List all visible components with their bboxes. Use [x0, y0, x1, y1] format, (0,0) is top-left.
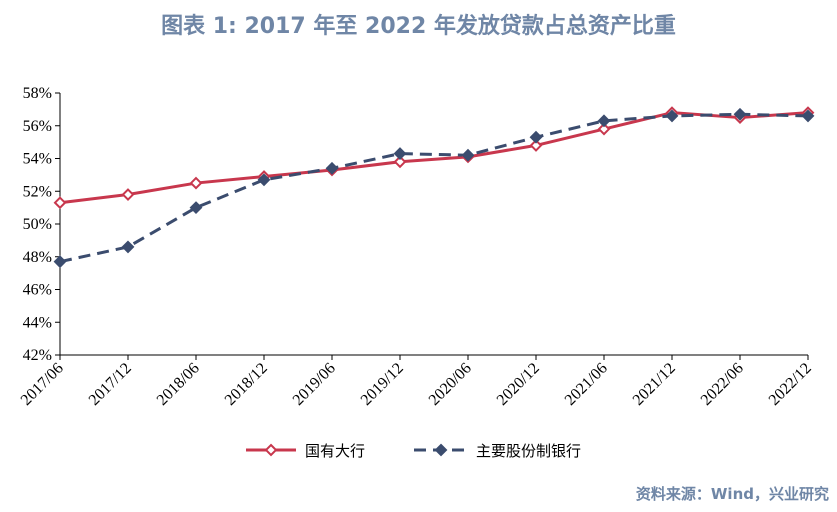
y-tick-label: 48% [23, 249, 52, 266]
data-point-marker [53, 255, 67, 269]
x-tick-label: 2020/12 [494, 360, 543, 409]
x-tick-label: 2020/06 [426, 360, 475, 409]
legend-label: 国有大行 [305, 442, 365, 460]
data-point-marker [393, 147, 407, 161]
data-point-marker [597, 114, 611, 128]
x-tick-label: 2019/06 [290, 360, 339, 409]
data-point-marker [121, 188, 135, 201]
data-point-marker [53, 196, 67, 210]
data-point-marker [393, 155, 407, 169]
x-tick-label: 2017/12 [86, 360, 135, 409]
x-tick-label: 2021/12 [630, 360, 679, 409]
x-tick-label: 2019/12 [358, 360, 407, 409]
x-tick-label: 2021/06 [562, 360, 611, 409]
data-point-marker [189, 176, 203, 190]
data-point-marker [665, 109, 679, 123]
data-point-marker [597, 122, 611, 136]
y-tick-label: 50% [23, 216, 52, 233]
series-line-1 [59, 111, 809, 205]
series-lines [59, 111, 809, 264]
y-tick-label: 54% [23, 151, 52, 168]
source-note: 资料来源：Wind，兴业研究 [635, 485, 829, 503]
chart-legend: 国有大行 主要股份制银行 [246, 442, 581, 460]
y-tick-label: 44% [23, 314, 52, 331]
legend-marker [264, 443, 278, 457]
series-markers [53, 106, 815, 269]
data-point-marker [529, 138, 543, 152]
x-tick-label: 2018/06 [154, 360, 203, 409]
x-tick-label: 2022/12 [766, 360, 815, 409]
legend-label: 主要股份制银行 [476, 442, 581, 460]
data-point-marker [801, 109, 815, 123]
chart-title: 图表 1: 2017 年至 2022 年发放贷款占总资产比重 [161, 14, 676, 39]
x-tick-label: 2022/06 [698, 360, 747, 409]
data-point-marker [325, 161, 339, 175]
chart-axes [59, 93, 808, 356]
y-axis-ticks: 42% 44% 46% 48% 50% 52% 54% 56% 58% [23, 85, 60, 364]
y-tick-label: 42% [23, 347, 52, 364]
x-axis-ticks: 2017/06 2017/12 2018/06 2018/12 2019/06 2019/… [18, 355, 815, 409]
data-point-marker [733, 107, 747, 121]
x-tick-label: 2017/06 [18, 360, 67, 409]
x-tick-label: 2018/12 [222, 360, 271, 409]
y-tick-label: 58% [23, 85, 52, 102]
y-tick-label: 46% [23, 282, 52, 299]
data-point-marker [529, 130, 543, 144]
data-point-marker [257, 173, 271, 187]
y-tick-label: 52% [23, 183, 52, 200]
data-point-marker [189, 201, 203, 215]
legend-marker [434, 443, 448, 457]
series-line-2 [59, 112, 809, 264]
data-point-marker [121, 240, 135, 254]
data-point-marker [461, 148, 475, 162]
y-tick-label: 56% [23, 118, 52, 135]
